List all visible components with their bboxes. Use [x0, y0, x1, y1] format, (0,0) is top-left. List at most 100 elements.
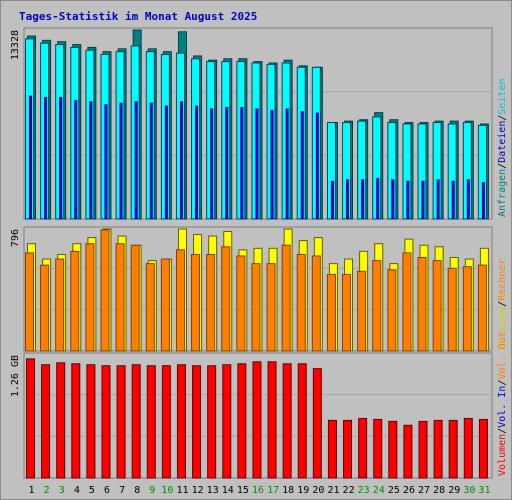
legend-entry: /	[497, 163, 508, 169]
bar-dateien	[481, 182, 485, 219]
panel-legend: Anfragen/Dateien/Seiten	[497, 78, 508, 217]
bar-rechner	[311, 255, 321, 352]
bar-volumen	[101, 365, 111, 479]
bar-dateien	[285, 108, 289, 219]
day-label: 18	[282, 485, 294, 496]
day-label: 23	[358, 485, 370, 496]
day-label: 4	[74, 485, 80, 496]
legend-entry: /	[497, 115, 508, 121]
bar-volumen	[343, 419, 353, 479]
bar-volumen	[373, 418, 383, 479]
bar-rechner	[221, 246, 231, 352]
bar-rechner	[357, 270, 367, 352]
bar-volumen	[388, 420, 398, 479]
bar-rechner	[477, 264, 487, 352]
bar-rechner	[145, 263, 155, 352]
bar-volumen	[478, 418, 488, 479]
bar-rechner	[281, 244, 291, 352]
bar-dateien	[300, 111, 304, 219]
bar-dateien	[164, 105, 168, 219]
day-label: 17	[267, 485, 279, 496]
day-label: 30	[463, 485, 475, 496]
bar-volumen	[267, 361, 277, 479]
bar-dateien	[179, 101, 183, 219]
bar-rechner	[160, 258, 170, 352]
bar-dateien	[330, 180, 334, 219]
day-axis-labels: 1 2 3 4 5 6 7 8 9 10 11 12 13 14 15 16 17 18 19 20 21 22 23 24 2…	[29, 485, 491, 496]
day-label: 20	[312, 485, 324, 496]
bar-rechner	[130, 244, 140, 352]
bar-dateien	[44, 97, 48, 219]
legend-entry: Rechner	[497, 259, 508, 301]
legend-entry: Dateien	[497, 121, 508, 163]
y-max-label: 13328	[10, 30, 21, 60]
day-label: 21	[327, 485, 339, 496]
bar-rechner	[100, 229, 110, 352]
bar-rechner	[402, 252, 412, 352]
bar-dateien	[210, 108, 214, 219]
bar-rechner	[175, 249, 185, 352]
bar-volumen	[252, 361, 262, 479]
bar-volumen	[282, 363, 292, 479]
bar-volumen	[433, 419, 443, 479]
bar-rechner	[372, 260, 382, 352]
bar-dateien	[29, 95, 32, 219]
bar-dateien	[59, 97, 63, 219]
bar-volumen	[161, 365, 171, 479]
bar-dateien	[240, 106, 244, 219]
bar-volumen	[237, 363, 247, 479]
bar-rechner	[432, 260, 442, 352]
day-label: 28	[433, 485, 445, 496]
bar-volumen	[26, 358, 35, 479]
legend-entry: Anfragen	[497, 169, 508, 217]
day-label: 10	[161, 485, 173, 496]
bar-dateien	[436, 179, 440, 219]
bar-dateien	[346, 179, 350, 219]
day-label: 19	[297, 485, 309, 496]
legend-entry: Vol. In	[497, 386, 508, 428]
legend-entry: /	[497, 301, 508, 307]
day-label: 3	[59, 485, 65, 496]
bar-volumen	[146, 365, 156, 479]
legend-entry: Besuche	[497, 307, 508, 349]
bar-rechner	[462, 266, 472, 352]
bar-dateien	[466, 179, 470, 219]
y-max-label: 796	[10, 229, 21, 247]
day-label: 11	[176, 485, 188, 496]
y-max-label: 1.26 GB	[10, 355, 21, 397]
bar-volumen	[86, 364, 96, 479]
bar-dateien	[315, 112, 319, 219]
day-label: 13	[207, 485, 219, 496]
bar-rechner	[326, 273, 336, 352]
panel-visits: 796 Besuche/Rechner	[10, 226, 508, 352]
panel-legend: Besuche/Rechner	[497, 259, 508, 349]
bar-dateien	[149, 102, 153, 219]
day-label: 6	[104, 485, 110, 496]
bar-dateien	[376, 177, 380, 219]
bar-dateien	[361, 179, 365, 219]
bar-rechner	[417, 257, 427, 352]
bar-dateien	[421, 180, 425, 219]
bar-volumen	[418, 420, 428, 479]
bar-rechner	[447, 267, 457, 352]
day-label: 8	[134, 485, 140, 496]
bar-rechner	[55, 258, 65, 352]
day-label: 2	[44, 485, 50, 496]
legend-entry: Vol. Out	[497, 331, 508, 379]
bar-dateien	[119, 102, 123, 219]
bar-volumen	[56, 362, 66, 479]
bar-dateien	[255, 108, 259, 219]
day-label: 15	[237, 485, 249, 496]
bar-rechner	[115, 243, 125, 352]
legend-entry: Volumen	[497, 434, 508, 476]
bar-dateien	[225, 106, 229, 219]
bar-volumen	[116, 365, 126, 479]
chart-panels: 13328Anfragen/Dateien/Seiten796Besuche/R…	[10, 27, 508, 479]
bar-dateien	[134, 101, 138, 219]
legend-entry: Seiten	[497, 78, 508, 114]
bar-dateien	[451, 180, 455, 219]
bar-volumen	[131, 364, 141, 479]
